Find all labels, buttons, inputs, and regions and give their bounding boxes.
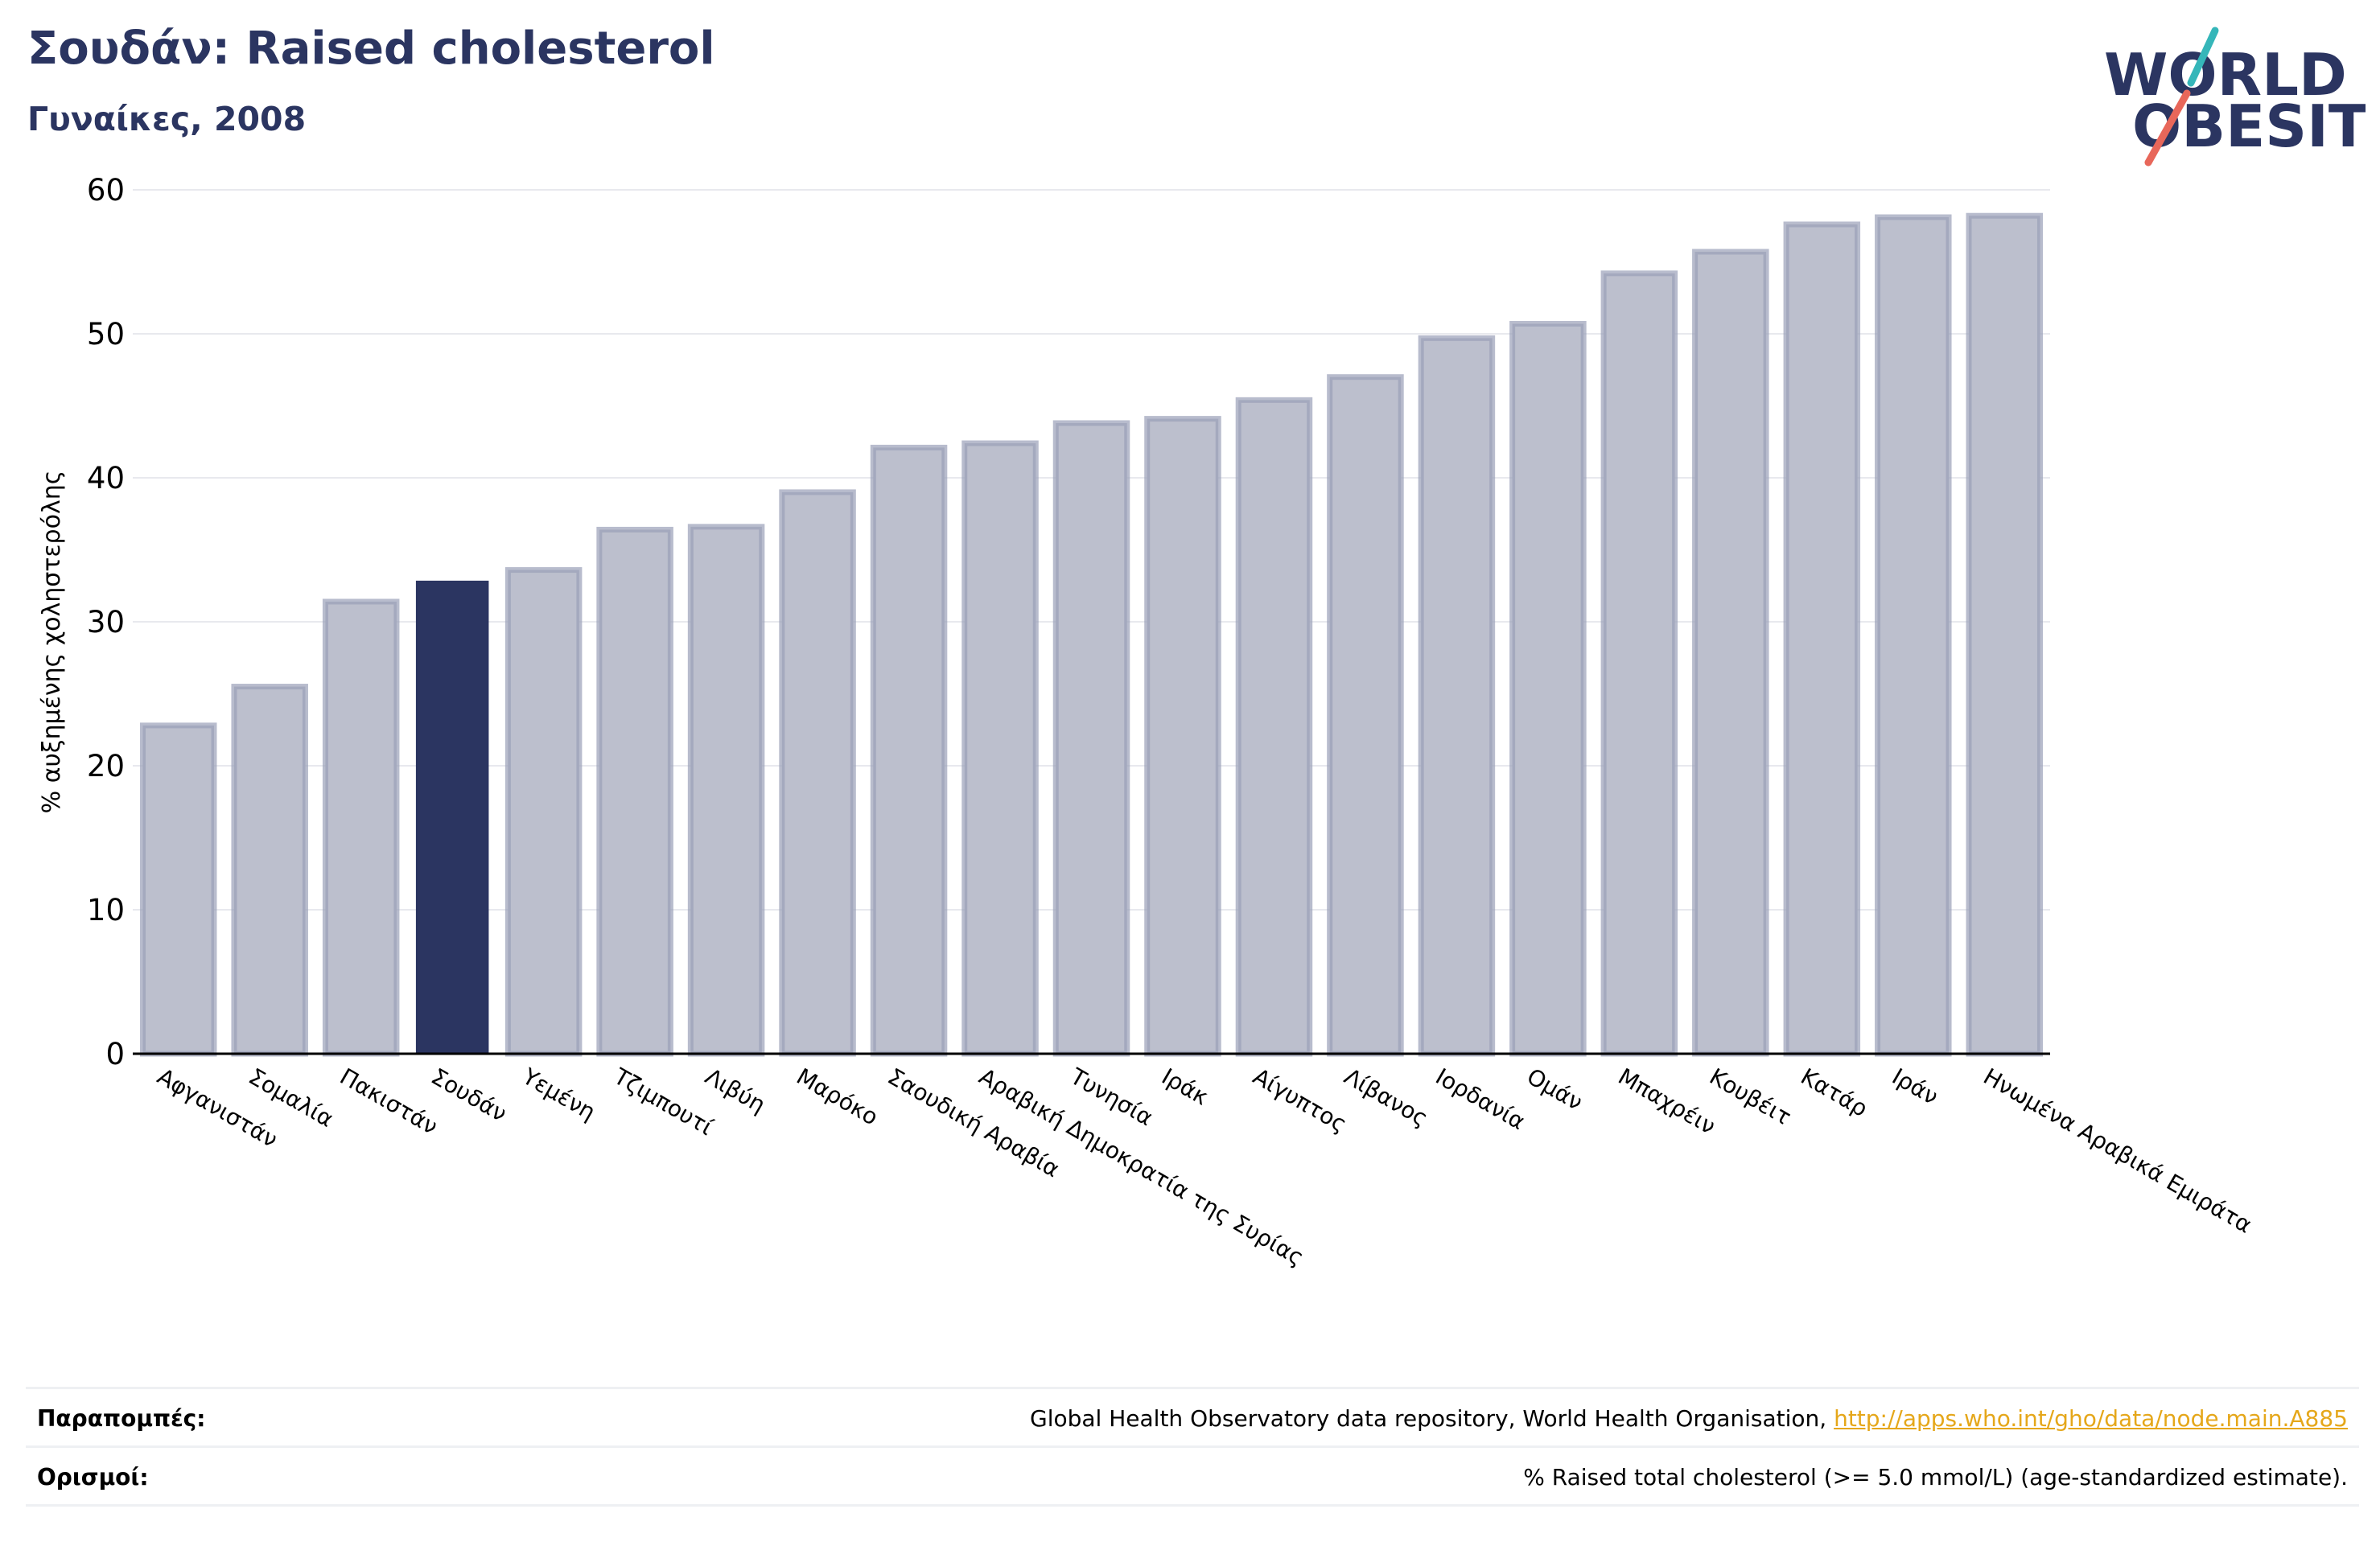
chart-subtitle: Γυναίκες, 2008 xyxy=(27,100,307,138)
x-tick-label: Υεμένη xyxy=(517,1063,600,1125)
y-tick-label: 0 xyxy=(105,1037,125,1071)
bar-highlight xyxy=(415,580,489,1055)
bar xyxy=(322,598,400,1057)
bar xyxy=(1052,420,1130,1057)
references-row: Παραπομπές: Global Health Observatory da… xyxy=(26,1387,2359,1445)
definitions-row: Ορισμοί: % Raised total cholesterol (>= … xyxy=(26,1445,2359,1507)
bar xyxy=(870,444,948,1057)
references-label: Παραπομπές: xyxy=(37,1405,206,1432)
y-tick-labels: 0 10 20 30 40 50 60 xyxy=(87,173,125,1071)
logo-coral-stroke xyxy=(2144,89,2191,167)
x-tick-label: Σαουδική Αραβία xyxy=(883,1063,1064,1182)
references-link[interactable]: http://apps.who.int/gho/data/node.main.A… xyxy=(1834,1405,2348,1432)
bar xyxy=(779,489,856,1057)
x-tick-label: Μπαχρέιν xyxy=(1614,1063,1720,1139)
bar xyxy=(231,684,308,1057)
y-tick-label: 50 xyxy=(87,317,125,352)
x-tick-label: Ιορδανία xyxy=(1431,1063,1530,1135)
bar xyxy=(1327,374,1404,1057)
bar xyxy=(1509,320,1587,1057)
x-tick-label: Κατάρ xyxy=(1797,1063,1872,1122)
definitions-text: % Raised total cholesterol (>= 5.0 mmol/… xyxy=(1523,1464,2348,1491)
references-text: Global Health Observatory data repositor… xyxy=(1030,1405,2348,1432)
bar xyxy=(1418,335,1496,1057)
bar xyxy=(1875,214,1952,1057)
y-tick-label: 20 xyxy=(87,749,125,783)
bar xyxy=(504,567,583,1057)
y-axis-label: % αυξημένης χοληστερόλης xyxy=(38,471,66,814)
x-tick-label: Μαρόκο xyxy=(792,1063,883,1130)
references-source: Global Health Observatory data repositor… xyxy=(1030,1405,1834,1432)
bar xyxy=(1235,397,1313,1057)
x-tick-label: Λίβανος xyxy=(1340,1063,1432,1132)
bar xyxy=(1966,212,2044,1057)
logo-line1: WORLD xyxy=(2104,41,2347,109)
x-tick-label: Αίγυπτος xyxy=(1249,1063,1352,1137)
y-tick-label: 40 xyxy=(87,461,125,495)
x-tick-label: Τζιμπουτί xyxy=(608,1063,718,1141)
x-tick-label: Ηνωμένα Αραβικά Εμιράτα xyxy=(1979,1063,2257,1238)
bar xyxy=(1783,221,1861,1057)
bars xyxy=(139,212,2044,1057)
world-obesity-logo: WORLD OBESITY xyxy=(2104,27,2366,167)
bar xyxy=(687,524,765,1057)
bar xyxy=(139,722,217,1057)
bar xyxy=(596,526,673,1057)
bar xyxy=(1144,416,1221,1057)
x-tick-label: Λιβύη xyxy=(701,1063,770,1118)
reference-table: Παραπομπές: Global Health Observatory da… xyxy=(26,1387,2359,1507)
x-tick-label: Ιράν xyxy=(1888,1063,1943,1110)
definitions-label: Ορισμοί: xyxy=(37,1464,149,1491)
y-tick-label: 10 xyxy=(87,893,125,927)
x-tick-label: Πακιστάν xyxy=(336,1063,443,1140)
x-tick-label: Ομάν xyxy=(1522,1063,1587,1116)
y-tick-label: 30 xyxy=(87,605,125,639)
x-tick-label: Κουβέιτ xyxy=(1705,1063,1796,1130)
bar xyxy=(961,440,1039,1057)
x-tick-label: Ιράκ xyxy=(1157,1063,1213,1110)
bar xyxy=(1600,270,1678,1057)
y-tick-label: 60 xyxy=(87,173,125,208)
bar xyxy=(1692,249,1769,1057)
logo-teal-stroke xyxy=(2187,27,2219,87)
chart-title: Σουδάν: Raised cholesterol xyxy=(27,23,715,75)
bar-chart: 0 10 20 30 40 50 60 ΑφγανιστάνΣομαλίαΠακιστάνΣ… xyxy=(38,173,2256,1271)
